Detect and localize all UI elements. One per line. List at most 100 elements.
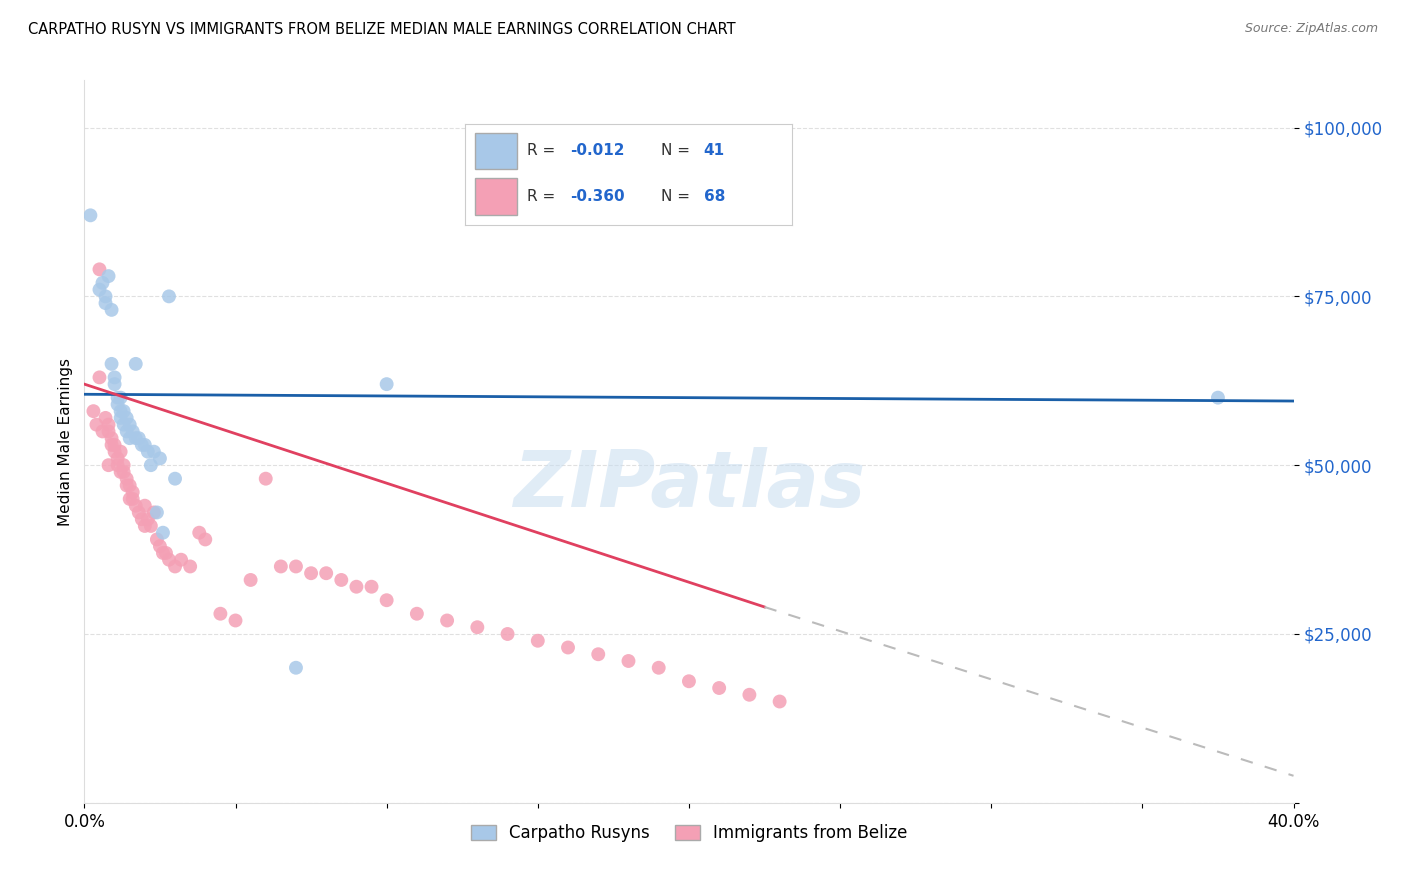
Point [89,370,111,384]
Legend: Carpatho Rusyns, Immigrants from Belize: Carpatho Rusyns, Immigrants from Belize [464,817,914,848]
Point [360,580,382,594]
Point [94,411,117,425]
Point [285,661,308,675]
Point [527,633,550,648]
Point [152,546,174,560]
Point [406,607,429,621]
Point [128,505,150,519]
Point [149,539,172,553]
Point [97,425,120,439]
Point [225,614,247,628]
Point [89,262,111,277]
Point [142,505,165,519]
Point [110,444,132,458]
Point [110,404,132,418]
Point [165,559,187,574]
Point [709,681,731,695]
Point [157,289,180,303]
Point [375,593,398,607]
Point [136,444,159,458]
Point [131,438,153,452]
Point [104,370,127,384]
Point [89,283,111,297]
Point [121,425,143,439]
Point [125,499,148,513]
Point [1206,391,1229,405]
Point [149,451,172,466]
Point [112,417,135,432]
Point [188,525,211,540]
Point [100,357,122,371]
Point [104,377,127,392]
Point [170,552,193,566]
Point [146,505,169,519]
Point [139,519,162,533]
Point [142,444,165,458]
Point [110,465,132,479]
Point [121,491,143,506]
Point [165,472,187,486]
Point [107,451,129,466]
Point [346,580,368,594]
Point [179,559,201,574]
Point [496,627,519,641]
Point [115,411,138,425]
Point [118,478,141,492]
Point [738,688,761,702]
Point [125,357,148,371]
Point [285,559,308,574]
Point [115,478,138,492]
Point [100,438,122,452]
Point [115,425,138,439]
Point [769,694,792,708]
Point [136,512,159,526]
Point [91,425,114,439]
Point [115,472,138,486]
Point [107,458,129,472]
Point [139,458,162,472]
Point [134,519,156,533]
Point [239,573,262,587]
Point [107,391,129,405]
Point [270,559,292,574]
Point [121,485,143,500]
Point [299,566,322,581]
Point [118,431,141,445]
Point [112,465,135,479]
Point [194,533,217,547]
Point [134,438,156,452]
Point [118,417,141,432]
Point [128,431,150,445]
Text: CARPATHO RUSYN VS IMMIGRANTS FROM BELIZE MEDIAN MALE EARNINGS CORRELATION CHART: CARPATHO RUSYN VS IMMIGRANTS FROM BELIZE… [28,22,735,37]
Point [94,289,117,303]
Point [118,491,141,506]
Point [100,302,122,317]
Point [79,208,101,222]
Point [100,431,122,445]
Point [375,377,398,392]
Point [157,552,180,566]
Point [467,620,489,634]
Point [678,674,700,689]
Point [112,458,135,472]
Point [107,397,129,411]
Point [104,438,127,452]
Point [110,411,132,425]
Point [330,573,353,587]
Point [134,499,156,513]
Point [97,269,120,284]
Point [112,404,135,418]
Text: Source: ZipAtlas.com: Source: ZipAtlas.com [1244,22,1378,36]
Point [91,276,114,290]
Point [209,607,232,621]
Point [152,525,174,540]
Text: ZIPatlas: ZIPatlas [513,447,865,523]
Point [86,417,108,432]
Point [617,654,640,668]
Point [155,546,177,560]
Point [588,647,610,661]
Point [104,444,127,458]
Point [146,533,169,547]
Point [97,458,120,472]
Point [254,472,277,486]
